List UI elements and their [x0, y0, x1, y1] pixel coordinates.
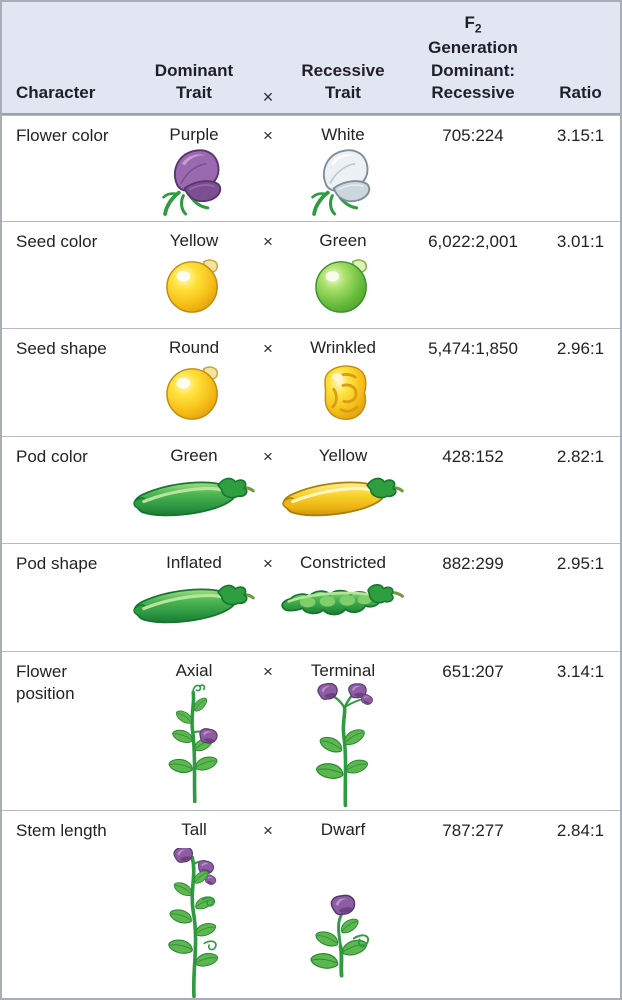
dominant-trait-cell: Axial — [133, 652, 255, 810]
f2-counts: 651:207 — [442, 661, 504, 681]
ratio-value: 2.82:1 — [556, 446, 605, 466]
dominant-trait-cell: Inflated — [133, 544, 255, 651]
white-flower-icon — [304, 147, 382, 217]
f2-counts: 428:152 — [442, 446, 504, 466]
character-label: Pod color — [16, 446, 88, 466]
cross-symbol: × — [263, 125, 273, 145]
dominant-trait-cell: Tall — [133, 811, 255, 998]
dominant-trait-label: Round — [168, 338, 220, 358]
header-f2-generation: F2 Generation Dominant: Recessive — [428, 13, 518, 102]
cross-symbol: × — [263, 553, 273, 573]
f2-counts: 6,022:2,001 — [428, 232, 518, 252]
dominant-trait-cell: Green — [133, 437, 255, 543]
cross-symbol: × — [263, 339, 273, 359]
header-character: Character — [16, 82, 96, 102]
table-row-flower-position: Flower position Axial × Terminal 651:207… — [2, 650, 620, 810]
yellow-pod-icon — [280, 472, 406, 524]
ratio-value: 3.14:1 — [556, 661, 605, 681]
recessive-trait-cell: Dwarf — [281, 811, 405, 998]
ratio-value: 2.96:1 — [556, 339, 605, 359]
character-label: Seed shape — [16, 339, 107, 359]
yellow-seed-icon — [165, 256, 223, 314]
dominant-trait-label: Yellow — [169, 231, 219, 251]
dominant-trait-label: Inflated — [166, 552, 222, 572]
cross-symbol: × — [263, 232, 273, 252]
wrinkled-yellow-seed-icon — [315, 363, 371, 421]
green-seed-icon — [314, 256, 372, 314]
recessive-trait-label: Wrinkled — [310, 338, 376, 358]
ratio-value: 2.84:1 — [556, 820, 605, 840]
cross-symbol: × — [263, 820, 273, 840]
character-label: Flower color — [16, 125, 109, 145]
recessive-trait-label: Dwarf — [320, 819, 366, 839]
recessive-trait-label: White — [321, 124, 365, 144]
axial-flower-plant-icon — [158, 683, 230, 803]
f2-counts: 705:224 — [442, 125, 504, 145]
f2-counts: 5,474:1,850 — [428, 339, 518, 359]
recessive-trait-label: Constricted — [300, 552, 386, 572]
table-row-seed-shape: Seed shape Round × Wrinkled 5,474:1,850 … — [2, 328, 620, 436]
round-yellow-seed-icon — [165, 363, 223, 421]
table-row-seed-color: Seed color Yellow × Green 6,022:2,001 3.… — [2, 221, 620, 329]
inflated-green-pod-icon — [131, 579, 257, 631]
recessive-trait-cell: Wrinkled — [281, 329, 405, 436]
ratio-value: 3.15:1 — [556, 125, 605, 145]
terminal-flower-plant-icon — [307, 683, 379, 807]
header-cross-symbol: × — [262, 87, 274, 108]
dwarf-plant-icon — [297, 888, 389, 978]
dominant-trait-label: Tall — [181, 819, 207, 839]
dominant-trait-cell: Round — [133, 329, 255, 436]
table-header: Character Dominant Trait × Recessive Trait… — [2, 2, 620, 115]
table-row-pod-shape: Pod shape Inflated × Constricted 882:299… — [2, 542, 620, 651]
header-ratio: Ratio — [559, 82, 602, 102]
character-label: Stem length — [16, 820, 107, 840]
recessive-trait-label: Green — [319, 231, 367, 251]
recessive-trait-cell: Green — [281, 222, 405, 328]
ratio-value: 2.95:1 — [556, 553, 605, 573]
recessive-trait-label: Terminal — [310, 660, 376, 680]
purple-flower-icon — [155, 147, 233, 217]
header-dominant-trait: Dominant Trait — [154, 60, 234, 102]
recessive-trait-cell: White — [281, 116, 405, 222]
header-recessive-trait: Recessive Trait — [301, 60, 385, 102]
table-row-stem-length: Stem length Tall × Dwarf 787:277 2.84:1 — [2, 809, 620, 998]
recessive-trait-cell: Constricted — [281, 544, 405, 651]
character-label: Seed color — [16, 232, 98, 252]
dominant-trait-cell: Purple — [133, 116, 255, 222]
cross-symbol: × — [263, 446, 273, 466]
recessive-trait-cell: Terminal — [281, 652, 405, 810]
ratio-value: 3.01:1 — [556, 232, 605, 252]
dominant-trait-cell: Yellow — [133, 222, 255, 328]
table-row-pod-color: Pod color Green × Yellow 428:152 2.82:1 — [2, 435, 620, 543]
dominant-trait-label: Purple — [169, 124, 219, 144]
table-row-flower-color: Flower color Purple × White 705:224 3.15… — [2, 114, 620, 222]
cross-symbol: × — [263, 661, 273, 681]
constricted-green-pod-icon — [278, 579, 408, 629]
dominant-trait-label: Axial — [175, 660, 213, 680]
recessive-trait-cell: Yellow — [281, 437, 405, 543]
f2-counts: 787:277 — [442, 820, 504, 840]
recessive-trait-label: Yellow — [318, 445, 368, 465]
character-label: Flower position — [16, 661, 75, 704]
dominant-trait-label: Green — [170, 445, 218, 465]
f2-counts: 882:299 — [442, 553, 504, 573]
character-label: Pod shape — [16, 553, 98, 573]
green-pod-icon — [131, 472, 257, 524]
tall-plant-icon — [153, 848, 235, 998]
